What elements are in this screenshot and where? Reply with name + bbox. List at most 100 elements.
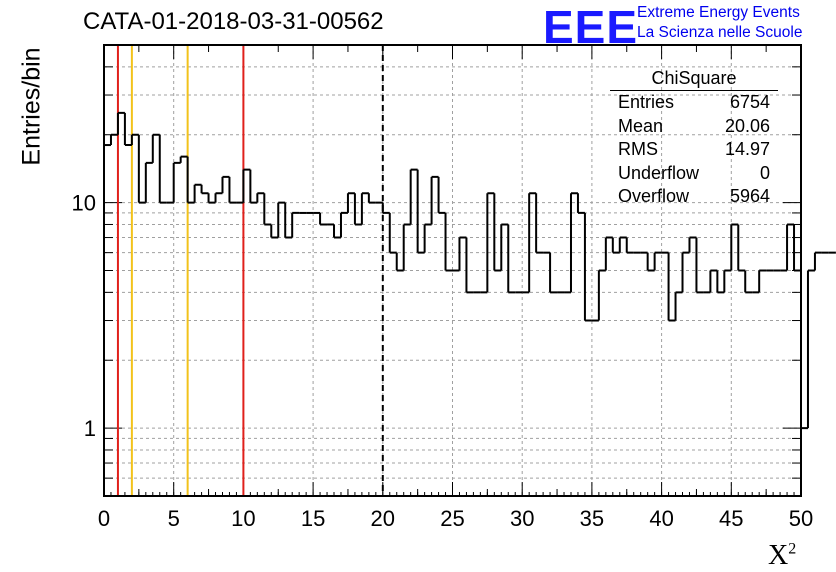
histogram-bin bbox=[758, 269, 767, 293]
histogram-bin bbox=[618, 236, 627, 253]
histogram-bin bbox=[800, 270, 808, 430]
chart-title: CATA-01-2018-03-31-00562 bbox=[83, 8, 384, 35]
stats-label: RMS bbox=[618, 139, 658, 159]
x-tick-label: 40 bbox=[649, 506, 673, 531]
histogram-bin bbox=[144, 161, 153, 203]
stats-label: Overflow bbox=[618, 186, 690, 206]
histogram-bin bbox=[465, 237, 474, 294]
histogram-bin bbox=[583, 212, 592, 322]
y-tick-label: 1 bbox=[84, 416, 96, 441]
histogram-bin bbox=[409, 168, 418, 225]
histogram-bin bbox=[179, 155, 188, 163]
stats-row: RMS 14.97 bbox=[610, 138, 778, 162]
histogram-bin bbox=[423, 223, 432, 253]
histogram-bin bbox=[137, 134, 146, 204]
x-tick-label: 50 bbox=[789, 506, 813, 531]
stats-box: ChiSquare Entries 6754 Mean 20.06 RMS 14.97… bbox=[610, 66, 778, 209]
histogram-bin bbox=[486, 192, 495, 293]
histogram-bin bbox=[242, 168, 251, 203]
histogram-bin bbox=[360, 192, 369, 225]
histogram-bin bbox=[709, 269, 718, 293]
histogram-bin bbox=[200, 184, 209, 195]
y-tick-label: 10 bbox=[72, 191, 96, 216]
histogram-bin bbox=[688, 236, 697, 253]
x-axis-label: X2 bbox=[768, 540, 796, 572]
x-tick-label: 30 bbox=[510, 506, 534, 531]
x-tick-label: 0 bbox=[98, 506, 110, 531]
histogram-bin bbox=[493, 193, 502, 272]
histogram-bin bbox=[416, 169, 425, 254]
histogram-bin bbox=[388, 212, 397, 254]
histogram-bin bbox=[723, 269, 732, 293]
histogram-bin bbox=[458, 236, 467, 271]
histogram-bin bbox=[284, 202, 293, 239]
histogram-bin bbox=[674, 291, 683, 321]
histogram-bin bbox=[604, 236, 613, 271]
histogram-bin bbox=[381, 202, 390, 214]
histogram-bin bbox=[786, 223, 795, 271]
histogram-bin bbox=[793, 224, 801, 272]
histogram-bin bbox=[528, 192, 537, 293]
histogram-bin bbox=[116, 111, 125, 135]
histogram-bin bbox=[221, 175, 230, 194]
stats-title: ChiSquare bbox=[610, 66, 778, 91]
histogram-bin bbox=[549, 252, 558, 294]
histogram-bin bbox=[214, 192, 223, 203]
histogram-bin bbox=[625, 237, 634, 254]
histogram-bin bbox=[339, 211, 348, 238]
histogram-bin bbox=[653, 251, 662, 271]
histogram-bin bbox=[186, 156, 195, 204]
logo-line-2: La Scienza nelle Scuole bbox=[637, 24, 803, 41]
histogram-bin bbox=[737, 224, 746, 272]
stats-row: Overflow 5964 bbox=[610, 185, 778, 209]
histogram-bins bbox=[104, 111, 836, 430]
histogram-bin bbox=[667, 252, 676, 322]
stats-row: Mean 20.06 bbox=[610, 115, 778, 139]
histogram-bin bbox=[430, 175, 439, 225]
histogram-bin bbox=[130, 133, 139, 146]
stats-value: 6754 bbox=[729, 92, 770, 112]
logo-line-1: Extreme Energy Events bbox=[637, 4, 800, 21]
histogram-bin bbox=[367, 193, 376, 204]
histogram-bin bbox=[228, 176, 237, 204]
x-tick-label: 20 bbox=[371, 506, 395, 531]
x-tick-label: 45 bbox=[719, 506, 743, 531]
histogram-bin bbox=[151, 133, 160, 163]
histogram-bin bbox=[109, 133, 118, 146]
x-tick-label: 5 bbox=[168, 506, 180, 531]
histogram-bin bbox=[333, 224, 341, 239]
eee-logo: EEE bbox=[543, 1, 639, 53]
stats-row: Underflow 0 bbox=[610, 162, 778, 186]
histogram-bin bbox=[597, 269, 606, 321]
histogram-bin bbox=[256, 192, 265, 203]
x-tick-label: 15 bbox=[301, 506, 325, 531]
x-axis-label-base: X bbox=[768, 540, 789, 571]
plot-frame bbox=[103, 44, 802, 497]
histogram-bin bbox=[270, 224, 279, 239]
histogram-bin bbox=[744, 270, 753, 294]
histogram-bin bbox=[346, 192, 355, 213]
stats-label: Mean bbox=[618, 115, 664, 136]
stats-label: Underflow bbox=[618, 162, 700, 183]
histogram-bin bbox=[395, 252, 404, 272]
x-tick-label: 10 bbox=[231, 506, 255, 531]
histogram-bin bbox=[646, 252, 655, 272]
histogram-bin bbox=[444, 212, 453, 272]
reference-lines bbox=[116, 45, 384, 496]
histogram-bin bbox=[172, 161, 181, 203]
histogram-bin bbox=[569, 192, 578, 293]
histogram-bin bbox=[507, 224, 516, 294]
histogram-bin bbox=[437, 176, 446, 214]
histogram-bin bbox=[123, 112, 132, 147]
tick-labels: 0 5 10 15 20 25 30 35 40 45 50 1 10 bbox=[72, 191, 814, 531]
histogram-bin bbox=[277, 201, 286, 238]
stats-value: 14.97 bbox=[724, 139, 770, 159]
stats-row: Entries 6754 bbox=[610, 91, 778, 115]
histogram-bin bbox=[402, 223, 411, 271]
x-axis-label-sup: 2 bbox=[788, 540, 797, 558]
stats-value: 5964 bbox=[729, 186, 770, 206]
x-tick-label: 25 bbox=[440, 506, 464, 531]
histogram-bin bbox=[158, 134, 167, 204]
stats-label: Entries bbox=[618, 92, 675, 112]
histogram-bin bbox=[353, 193, 362, 226]
